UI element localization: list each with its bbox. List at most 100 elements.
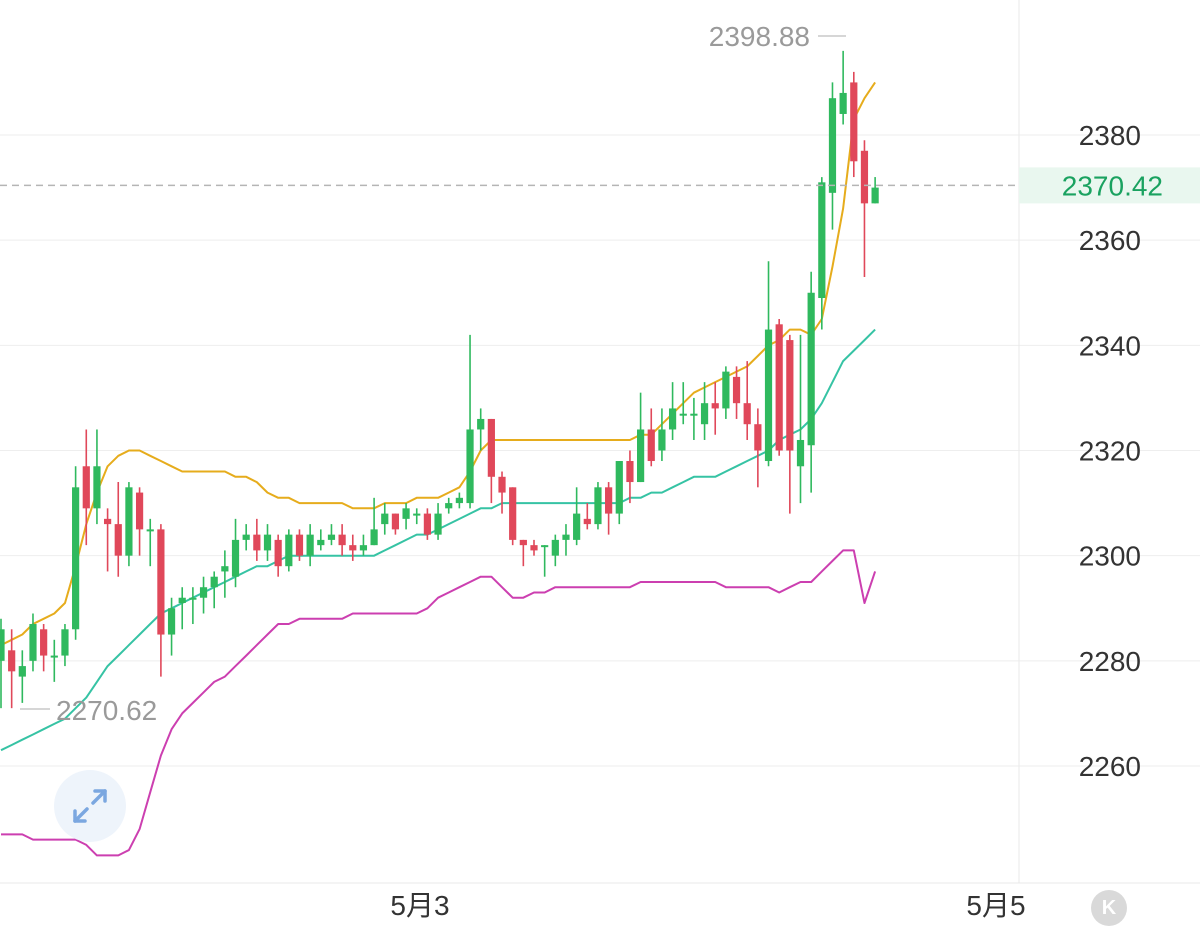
candle-body (871, 187, 879, 204)
candle (349, 534, 357, 561)
candle (573, 487, 581, 546)
candle (242, 524, 250, 551)
candle-body (146, 529, 154, 532)
candle-body (498, 476, 506, 493)
candle-body (114, 524, 122, 556)
candle-body (445, 503, 453, 509)
candle (551, 534, 559, 567)
candle-body (210, 576, 218, 588)
candle (477, 408, 485, 451)
candle (754, 408, 762, 488)
candle-body (786, 340, 794, 451)
candle (519, 539, 527, 567)
candle (594, 482, 602, 530)
candle (295, 529, 304, 561)
candle-body (125, 487, 133, 556)
candle-body (594, 487, 602, 525)
candle (82, 429, 90, 546)
candle (583, 503, 591, 530)
candle (828, 82, 837, 230)
candle (668, 382, 677, 440)
candle (743, 361, 751, 440)
low-price-label: 2270.62 (56, 695, 157, 726)
candle (818, 177, 826, 330)
candle-body (796, 439, 805, 467)
candle-body (93, 466, 101, 509)
candle (72, 466, 80, 640)
candle-body (242, 534, 250, 540)
candle (807, 271, 815, 493)
candle-body (391, 513, 400, 530)
candle-body (72, 487, 80, 630)
candle-body (583, 518, 591, 525)
candle-body (221, 566, 229, 572)
candle-body (466, 429, 474, 504)
high-annotation: 2398.88 (709, 21, 846, 52)
candle-body (658, 429, 666, 451)
kline-toggle-button[interactable]: K (1091, 890, 1127, 926)
last-price-tag-bg (1019, 167, 1200, 204)
candle (839, 50, 847, 125)
candle-body (562, 534, 570, 540)
candle-body (0, 629, 5, 661)
candle (626, 450, 634, 504)
candle (125, 482, 133, 567)
candle (434, 503, 442, 540)
candle-body (487, 418, 495, 477)
candle (509, 487, 517, 546)
candle (423, 508, 431, 540)
candle (359, 534, 368, 556)
candle-body (764, 329, 773, 462)
candle (29, 613, 37, 672)
candle-body (381, 513, 389, 525)
candle (114, 482, 122, 577)
candle-body (850, 82, 858, 162)
candle-body (530, 545, 538, 551)
candle-body (626, 461, 634, 483)
candle (647, 408, 655, 467)
candle (263, 524, 272, 561)
x-axis-ticks: 5月3 5月5 (390, 890, 1025, 921)
candle-body (637, 429, 645, 483)
candle-body (828, 98, 837, 193)
candle (786, 334, 794, 514)
candle-body (104, 518, 112, 525)
candle-body (349, 545, 357, 551)
candle-body (413, 513, 421, 516)
candle-body (189, 597, 197, 600)
candle-body (860, 150, 869, 204)
candle-body (700, 403, 709, 425)
candle-body (807, 292, 815, 446)
candle-body (455, 497, 463, 504)
candle-body (541, 545, 549, 548)
candle (135, 487, 144, 556)
high-price-label: 2398.88 (709, 21, 810, 52)
candle (637, 392, 645, 483)
candle (775, 319, 783, 456)
y-tick-label: 2380 (1079, 120, 1141, 151)
axis-frame (0, 0, 1200, 884)
candle (274, 534, 282, 577)
candle (722, 366, 730, 419)
candle (455, 492, 463, 509)
candle (445, 497, 453, 514)
candle-body (306, 534, 314, 556)
candle-body (178, 597, 186, 603)
candle-body (135, 492, 144, 530)
candle-body (274, 539, 282, 567)
y-tick-label: 2360 (1079, 225, 1141, 256)
candle-body (647, 429, 655, 462)
candle (40, 624, 48, 672)
low-annotation: 2270.62 (20, 695, 157, 726)
candle (231, 518, 240, 588)
candle-body (722, 371, 730, 409)
candle-body (690, 413, 698, 416)
candle-body (615, 461, 623, 514)
candle (850, 71, 858, 178)
candle-body (359, 545, 368, 551)
candle-body (509, 487, 517, 540)
expand-button[interactable] (54, 770, 126, 842)
y-tick-label: 2340 (1079, 330, 1141, 361)
candle-body (167, 608, 176, 635)
